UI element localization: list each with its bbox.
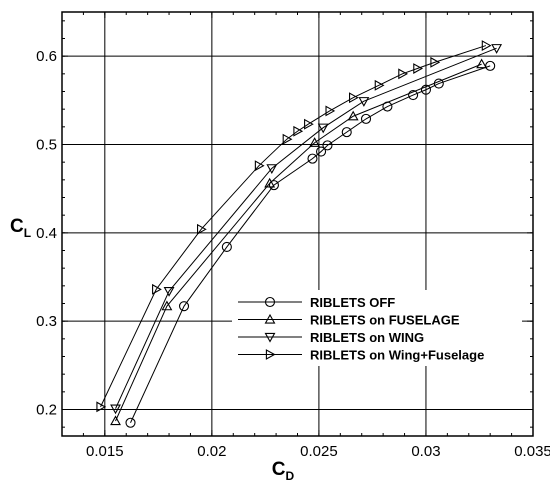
data-point <box>374 79 385 91</box>
data-point <box>197 223 207 235</box>
tick-marks <box>61 12 534 436</box>
y-tick-label: 0.6 <box>36 48 57 65</box>
data-point <box>358 97 370 107</box>
legend-label: RIBLETS on FUSELAGE <box>310 313 460 328</box>
series-line <box>130 65 491 423</box>
y-tick-label: 0.4 <box>36 225 57 242</box>
series-riblets-on-fuselage <box>110 58 488 426</box>
tick-labels: 0.015 0.02 0.025 0.03 0.035 0.2 0.3 0.4 0.5 0.6 <box>36 48 550 460</box>
data-point <box>268 180 280 191</box>
data-point <box>110 404 121 415</box>
legend-marker <box>264 332 276 343</box>
legend-entry: RIBLETS on Wing+Fuselage <box>238 348 484 363</box>
data-point <box>125 417 136 428</box>
data-point <box>110 415 121 426</box>
legend-marker <box>264 313 276 324</box>
data-point <box>304 118 314 130</box>
legend-label: RIBLETS on Wing+Fuselage <box>310 348 484 363</box>
data-series <box>96 40 503 428</box>
data-point <box>309 137 321 147</box>
data-point <box>322 140 333 151</box>
data-point <box>349 92 359 104</box>
series-riblets-off <box>125 60 496 428</box>
data-point <box>360 113 372 124</box>
data-point <box>282 133 293 145</box>
legend: RIBLETS OFF RIBLETS on FUSELAGE RIBLETS on… <box>232 290 522 366</box>
y-axis-title: CL <box>10 216 31 240</box>
legend-marker <box>265 349 276 360</box>
data-point <box>96 401 107 413</box>
data-point <box>481 40 492 52</box>
y-tick-label: 0.2 <box>36 402 57 419</box>
data-point <box>161 300 173 311</box>
x-tick-label: 0.025 <box>300 443 338 460</box>
x-tick-label: 0.035 <box>514 443 550 460</box>
data-point <box>178 301 190 312</box>
legend-box <box>232 290 522 366</box>
series-riblets-on-wing <box>110 44 503 415</box>
data-point <box>341 127 352 138</box>
legend-label: RIBLETS on WING <box>310 330 424 345</box>
series-line <box>115 63 482 422</box>
legend-entry: RIBLETS on WING <box>238 330 424 345</box>
data-point <box>264 177 276 188</box>
data-point <box>476 58 488 69</box>
data-point <box>430 56 441 68</box>
data-point <box>347 110 359 121</box>
x-tick-label: 0.03 <box>411 443 440 460</box>
series-riblets-on-wing-fuselage <box>96 40 492 413</box>
legend-entry: RIBLETS on FUSELAGE <box>238 313 460 328</box>
data-point <box>307 153 318 164</box>
series-line <box>100 45 487 408</box>
data-point <box>317 123 329 134</box>
data-point <box>293 125 304 137</box>
data-point <box>408 89 419 101</box>
data-point <box>152 283 162 295</box>
legend-marker <box>264 296 276 308</box>
legend-label: RIBLETS OFF <box>310 295 395 310</box>
legend-entry: RIBLETS OFF <box>238 295 395 310</box>
y-tick-label: 0.3 <box>36 313 57 330</box>
data-point <box>325 105 336 117</box>
x-tick-label: 0.015 <box>86 443 124 460</box>
data-point <box>221 241 232 253</box>
data-point <box>420 84 432 95</box>
y-tick-label: 0.5 <box>36 137 57 154</box>
data-point <box>163 286 175 297</box>
data-point <box>491 44 503 54</box>
data-point <box>398 68 409 80</box>
x-tick-label: 0.02 <box>197 443 226 460</box>
data-point <box>413 63 424 74</box>
series-line <box>115 47 497 409</box>
data-point <box>266 164 278 174</box>
x-axis-title: CD <box>272 459 295 483</box>
data-point <box>254 160 265 172</box>
data-point <box>315 146 327 157</box>
